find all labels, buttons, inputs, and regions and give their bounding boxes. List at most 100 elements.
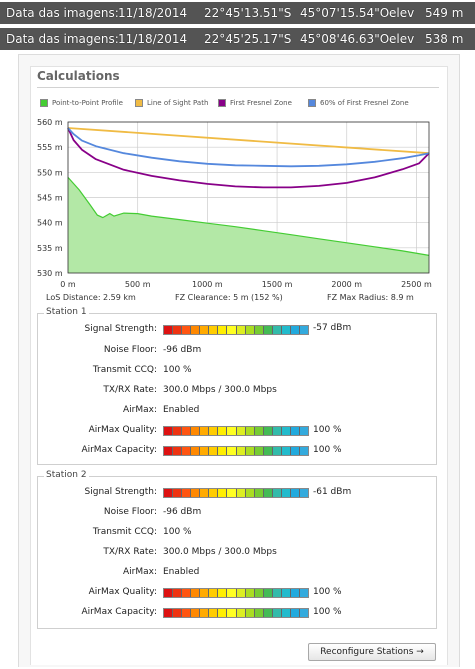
meter-segment [281,326,291,334]
meter-segment [263,609,273,617]
meter-segment [245,326,255,334]
meter-segment [299,326,308,334]
meter-segment [173,489,183,497]
station-2-group [37,476,437,629]
transmit-ccq-label: Transmit CCQ: [92,365,157,375]
meter-segment [209,326,219,334]
elevation: 549 m [425,6,464,20]
image-date-label: Data das imagens: [6,6,119,20]
txrx-rate-label: TX/RX Rate: [103,385,157,395]
meter-segment [182,609,192,617]
image-date-label: Data das imagens: [6,32,119,46]
meter-segment [191,609,201,617]
meter-segment [164,326,174,334]
meter-segment [182,489,192,497]
meter-segment [218,447,228,455]
txrx-rate-value: 300.0 Mbps / 300.0 Mbps [163,547,277,557]
meter-segment [254,447,264,455]
latitude: 22°45'25.17"S [204,32,292,46]
meter-segment [236,609,246,617]
meter-segment [200,447,210,455]
meter-segment [164,447,174,455]
y-tick-label: 535 m [37,244,63,253]
noise-floor-label: Noise Floor: [103,507,157,517]
legend-label: 60% of First Fresnel Zone [320,99,409,107]
image-date: 11/18/2014 [118,32,188,46]
longitude: 45°07'15.54"O [300,6,390,20]
x-tick-label: 1000 m [192,280,223,289]
legend-label: Line of Sight Path [147,99,209,107]
meter-segment [272,326,282,334]
legend-item-los: Line of Sight Path [135,99,208,107]
legend-item-fresnel: First Fresnel Zone [218,99,292,107]
meter-segment [227,589,237,597]
transmit-ccq-label: Transmit CCQ: [92,527,157,537]
meter-segment [191,489,201,497]
airmax-label: AirMax: [123,405,157,415]
signal-strength-meter [163,488,309,498]
airmax-capacity-value: 100 % [313,607,342,617]
meter-segment [263,326,273,334]
meter-segment [191,589,201,597]
reconfigure-stations-button[interactable]: Reconfigure Stations → [308,643,436,661]
meter-segment [236,589,246,597]
meter-segment [245,489,255,497]
meter-segment [209,609,219,617]
meter-segment [236,489,246,497]
meter-segment [263,489,273,497]
series-line-line-of-sight-path [67,127,430,155]
meter-segment [299,489,308,497]
y-tick-label: 530 m [37,269,63,278]
series-line-profile [67,176,430,256]
meter-segment [236,447,246,455]
y-tick-label: 545 m [37,194,63,203]
x-tick-label: 1500 m [262,280,293,289]
meter-segment [254,609,264,617]
meter-segment [227,447,237,455]
transmit-ccq-value: 100 % [163,527,192,537]
meter-segment [173,427,183,435]
meter-segment [236,326,246,334]
meter-segment [290,427,300,435]
meter-segment [245,447,255,455]
noise-floor-value: -96 dBm [163,507,202,517]
x-tick-label: 0 m [60,280,76,289]
meter-segment [299,447,308,455]
meter-segment [227,326,237,334]
y-tick-label: 555 m [37,143,63,152]
meter-segment [209,589,219,597]
elevation-label: elev [389,6,415,20]
meter-segment [164,489,174,497]
fz-max-radius: FZ Max Radius: 8.9 m [327,293,414,302]
meter-segment [281,609,291,617]
meter-segment [272,489,282,497]
airmax-quality-value: 100 % [313,587,342,597]
airmax-value: Enabled [163,567,200,577]
meter-segment [272,447,282,455]
meter-segment [245,427,255,435]
meter-segment [200,589,210,597]
meter-segment [272,589,282,597]
meter-segment [272,609,282,617]
meter-segment [272,427,282,435]
meter-segment [200,427,210,435]
airmax-value: Enabled [163,405,200,415]
signal-strength-value: -61 dBm [313,487,352,497]
y-tick-label: 550 m [37,168,63,177]
noise-floor-label: Noise Floor: [103,345,157,355]
longitude: 45°08'46.63"O [300,32,390,46]
meter-segment [299,427,308,435]
meter-segment [182,589,192,597]
meter-segment [173,609,183,617]
meter-segment [263,447,273,455]
legend-swatch [218,99,226,107]
meter-segment [299,609,308,617]
image-date-bar-1: Data das imagens: 11/18/2014 22°45'13.51… [0,2,475,24]
airmax-capacity-meter [163,608,309,618]
meter-segment [218,489,228,497]
legend-label: First Fresnel Zone [230,99,292,107]
airmax-capacity-meter [163,446,309,456]
meter-segment [236,427,246,435]
panel-title: Calculations [37,69,120,83]
meter-segment [173,589,183,597]
